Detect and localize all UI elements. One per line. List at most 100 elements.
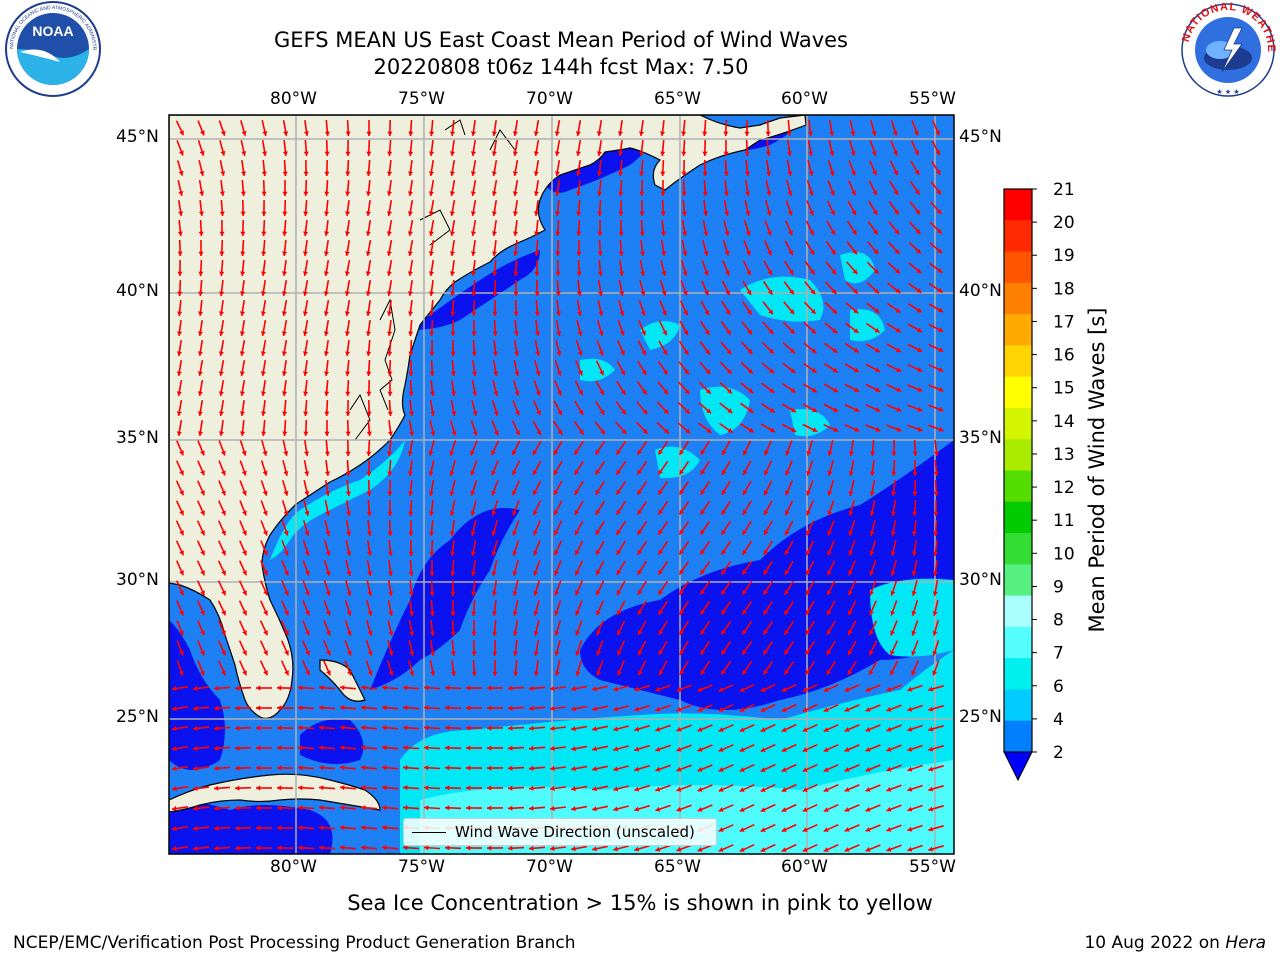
- wave-direction-arrowhead: [869, 471, 876, 476]
- wave-direction-arrowhead: [907, 706, 913, 712]
- wave-direction-arrowhead: [281, 271, 287, 276]
- wave-direction-arrowhead: [655, 786, 661, 792]
- wave-direction-arrowhead: [471, 611, 477, 616]
- wave-direction-arrowhead: [911, 650, 917, 656]
- wave-direction-arrowhead: [911, 670, 916, 676]
- wave-direction-arrowhead: [620, 389, 626, 395]
- wave-direction-arrowhead: [366, 471, 372, 476]
- wave-direction-arrowhead: [346, 650, 352, 656]
- wave-direction-arrowhead: [744, 151, 750, 156]
- wave-direction-arrowhead: [554, 671, 560, 676]
- wave-direction-arrowhead: [325, 491, 331, 496]
- wave-direction-arrowhead: [429, 151, 435, 156]
- wave-direction-arrowhead: [445, 705, 450, 711]
- wave-direction-arrowhead: [387, 371, 393, 376]
- wave-direction-arrowhead: [616, 509, 622, 515]
- wave-direction-arrowhead: [198, 231, 204, 236]
- wave-direction-arrowhead: [430, 431, 436, 436]
- wave-direction-arrowhead: [596, 610, 601, 616]
- wave-direction-arrowhead: [760, 707, 766, 712]
- colorbar-tick-label: 15: [1053, 379, 1075, 399]
- lon-tick-top-80w: 80°W: [270, 89, 317, 109]
- wave-direction-arrowhead: [429, 351, 435, 356]
- wave-direction-arrowhead: [284, 630, 289, 636]
- wave-direction-arrowhead: [766, 171, 772, 176]
- wave-direction-arrowhead: [853, 328, 859, 333]
- wave-direction-arrowhead: [790, 387, 796, 393]
- wave-direction-arrowhead: [449, 211, 455, 216]
- wave-direction-arrowhead: [261, 171, 267, 176]
- wave-direction-arrowhead: [726, 368, 732, 374]
- wave-direction-arrowhead: [655, 846, 661, 852]
- wave-direction-arrowhead: [256, 725, 261, 731]
- wave-direction-arrowhead: [832, 348, 838, 353]
- wave-direction-arrowhead: [739, 847, 745, 852]
- wave-direction-arrowhead: [658, 629, 664, 635]
- wave-direction-arrowhead: [658, 509, 663, 515]
- wave-direction-arrowhead: [554, 131, 560, 136]
- wave-direction-arrowhead: [869, 670, 874, 675]
- wave-direction-arrowhead: [718, 747, 724, 752]
- wave-direction-arrowhead: [387, 351, 393, 356]
- wave-direction-arrowhead: [277, 745, 282, 751]
- wave-direction-arrowhead: [344, 231, 350, 236]
- wave-direction-arrowhead: [260, 331, 266, 336]
- lon-tick-bottom-80w: 80°W: [270, 857, 317, 877]
- wave-direction-arrowhead: [641, 369, 647, 375]
- wave-direction-arrowhead: [911, 551, 917, 556]
- wave-direction-arrowhead: [471, 331, 477, 336]
- wave-direction-arrowhead: [703, 270, 709, 276]
- wave-direction-arrowhead: [875, 387, 881, 392]
- wave-direction-arrowhead: [408, 351, 414, 356]
- wave-direction-arrowhead: [512, 470, 517, 476]
- wave-direction-arrowhead: [346, 551, 352, 556]
- wave-direction-arrowhead: [200, 550, 205, 556]
- wave-direction-arrowhead: [706, 408, 711, 414]
- wave-direction-arrowhead: [470, 551, 476, 556]
- wave-direction-arrowhead: [172, 686, 177, 692]
- wave-direction-arrowhead: [723, 151, 729, 156]
- wave-direction-arrowhead: [679, 669, 685, 675]
- wave-direction-arrowhead: [218, 331, 224, 336]
- wave-direction-arrowhead: [325, 531, 331, 536]
- wave-direction-arrowhead: [241, 470, 247, 476]
- wave-direction-arrowhead: [679, 449, 685, 455]
- wave-direction-arrowhead: [697, 787, 703, 792]
- wave-direction-arrowhead: [850, 131, 856, 136]
- wave-direction-arrowhead: [769, 427, 775, 433]
- wave-direction-arrowhead: [176, 351, 182, 356]
- wave-direction-arrowhead: [554, 151, 560, 156]
- wave-direction-arrowhead: [763, 629, 768, 635]
- wave-direction-arrowhead: [638, 131, 644, 136]
- wave-direction-arrowhead: [241, 490, 247, 496]
- wave-direction-arrowhead: [178, 191, 184, 196]
- wave-direction-arrowhead: [409, 611, 415, 616]
- wave-direction-arrowhead: [936, 209, 942, 214]
- wave-direction-arrowhead: [445, 785, 450, 791]
- wave-direction-arrowhead: [284, 650, 289, 656]
- wave-direction-arrowhead: [470, 191, 476, 196]
- wave-direction-arrowhead: [256, 705, 261, 711]
- wave-direction-arrowhead: [303, 411, 309, 416]
- wave-direction-arrowhead: [575, 171, 581, 176]
- wave-direction-arrowhead: [847, 650, 853, 655]
- wave-direction-arrowhead: [218, 391, 224, 396]
- wave-direction-arrowhead: [642, 428, 648, 434]
- wave-direction-arrowhead: [281, 331, 287, 336]
- wave-direction-arrowhead: [597, 191, 603, 196]
- wave-direction-arrowhead: [915, 229, 921, 234]
- wave-direction-arrowhead: [298, 785, 303, 791]
- wave-direction-arrowhead: [533, 151, 539, 156]
- wave-direction-arrowhead: [340, 785, 345, 791]
- wave-direction-arrowhead: [938, 367, 944, 372]
- wave-direction-arrowhead: [534, 231, 540, 236]
- wave-direction-arrowhead: [340, 845, 345, 851]
- wave-direction-arrowhead: [739, 687, 745, 692]
- wave-direction-arrowhead: [305, 650, 310, 656]
- wave-direction-arrowhead: [553, 449, 559, 455]
- wave-direction-arrowhead: [550, 845, 555, 851]
- wave-direction-arrowhead: [655, 746, 661, 752]
- wave-direction-arrowhead: [471, 671, 477, 676]
- wave-direction-arrowhead: [491, 231, 497, 236]
- wave-direction-arrowhead: [592, 726, 597, 732]
